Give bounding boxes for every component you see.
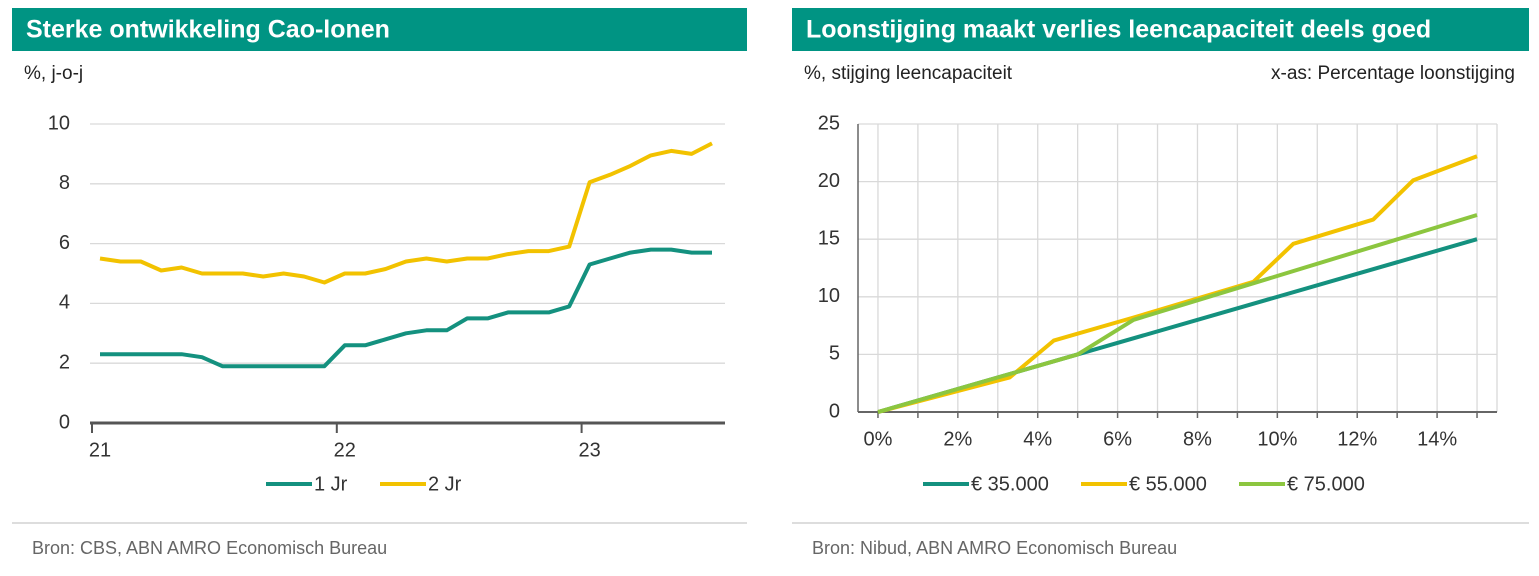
- series-line: [877, 154, 1478, 414]
- y-tick-label: 15: [818, 227, 840, 249]
- y-tick-label: 5: [829, 343, 840, 365]
- x-tick-label: 4%: [1023, 428, 1052, 450]
- legend-label: 1 Jr: [314, 473, 348, 495]
- x-tick-label: 12%: [1337, 428, 1377, 450]
- y-tick-label: 10: [818, 285, 840, 307]
- x-tick-label: 0%: [864, 428, 893, 450]
- y-tick-label: 10: [48, 112, 70, 134]
- x-axis-label: x-as: Percentage loonstijging: [1271, 63, 1515, 84]
- series-line: [99, 141, 713, 285]
- legend-label: € 75.000: [1287, 473, 1365, 495]
- y-axis-label: %, j-o-j: [24, 63, 83, 84]
- x-tick-label: 2%: [943, 428, 972, 450]
- x-tick-label: 22: [334, 439, 356, 461]
- x-tick-label: 21: [89, 439, 111, 461]
- y-tick-label: 6: [59, 232, 70, 254]
- x-tick-label: 8%: [1183, 428, 1212, 450]
- y-tick-label: 0: [59, 411, 70, 433]
- chart-title: Sterke ontwikkeling Cao-lonen: [26, 16, 390, 44]
- y-tick-label: 8: [59, 172, 70, 194]
- y-tick-label: 0: [829, 400, 840, 422]
- source: Bron: CBS, ABN AMRO Economisch Bureau: [32, 538, 387, 558]
- x-tick-label: 6%: [1103, 428, 1132, 450]
- y-tick-label: 4: [59, 292, 70, 314]
- y-tick-label: 25: [818, 112, 840, 134]
- source: Bron: Nibud, ABN AMRO Economisch Bureau: [812, 538, 1177, 558]
- series-line: [100, 247, 712, 369]
- legend-label: € 55.000: [1129, 473, 1207, 495]
- series-line: [877, 213, 1478, 414]
- legend-label: € 35.000: [971, 473, 1049, 495]
- x-tick-label: 10%: [1257, 428, 1297, 450]
- y-tick-label: 2: [59, 351, 70, 373]
- x-tick-label: 14%: [1417, 428, 1457, 450]
- chart-title: Loonstijging maakt verlies leencapacitei…: [806, 16, 1431, 44]
- x-tick-label: 23: [578, 439, 600, 461]
- legend-label: 2 Jr: [428, 473, 462, 495]
- y-axis-label: %, stijging leencapaciteit: [804, 63, 1013, 84]
- y-tick-label: 20: [818, 170, 840, 192]
- header-bar: [12, 8, 747, 51]
- header-bar: [792, 8, 1529, 51]
